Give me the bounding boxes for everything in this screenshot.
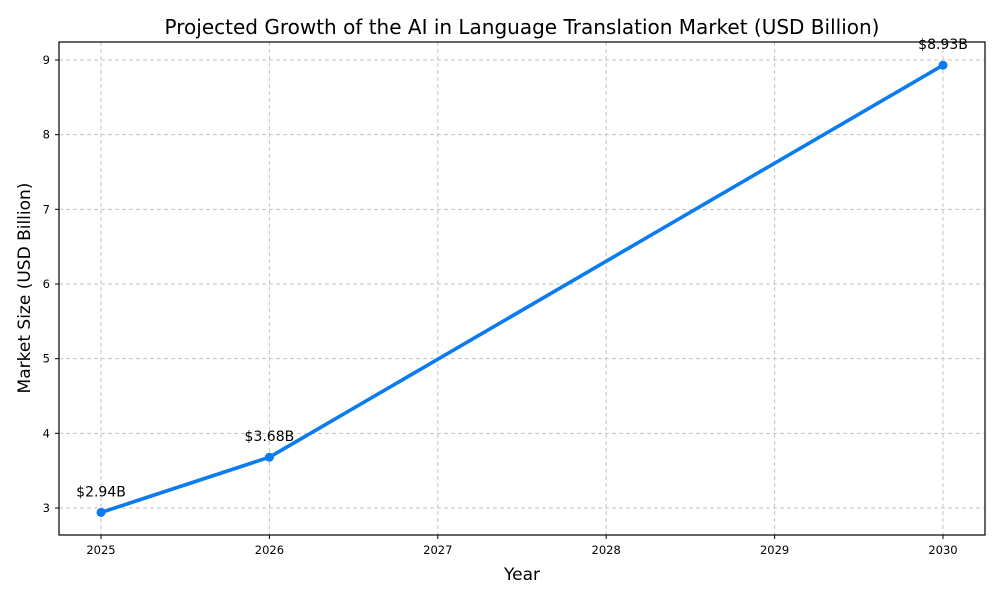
- x-tick-label: 2027: [423, 543, 452, 557]
- x-tick-label: 2030: [928, 543, 957, 557]
- plot-frame: [58, 41, 986, 536]
- grid-lines: [59, 42, 985, 535]
- data-point-marker: [938, 60, 948, 70]
- data-point-marker: [264, 452, 274, 462]
- data-labels: $2.94B $3.68B $8.93B: [76, 37, 968, 500]
- y-axis-label: Market Size (USD Billion): [15, 183, 35, 394]
- y-tick-label: 6: [43, 277, 50, 291]
- data-point-label: $3.68B: [245, 429, 295, 445]
- x-tick-label: 2028: [592, 543, 621, 557]
- y-tick-label: 7: [43, 202, 50, 216]
- y-tick-label: 3: [43, 501, 50, 515]
- data-point-label: $8.93B: [918, 37, 968, 53]
- y-tick-label: 9: [43, 53, 50, 67]
- axis-ticks: 2025 2026 2027 2028 2029 2030 3 4 5 6 7 8 9: [43, 53, 958, 557]
- series-line: [99, 63, 945, 515]
- chart-title: Projected Growth of the AI in Language T…: [165, 15, 880, 39]
- x-axis-label: Year: [503, 565, 540, 585]
- data-point-marker: [96, 507, 106, 517]
- x-tick-label: 2029: [760, 543, 789, 557]
- x-tick-label: 2026: [255, 543, 284, 557]
- y-tick-label: 5: [43, 352, 50, 366]
- data-point-label: $2.94B: [76, 484, 126, 500]
- y-tick-label: 4: [43, 426, 50, 440]
- x-tick-label: 2025: [86, 543, 115, 557]
- y-tick-label: 8: [43, 128, 50, 142]
- data-markers: [96, 60, 948, 517]
